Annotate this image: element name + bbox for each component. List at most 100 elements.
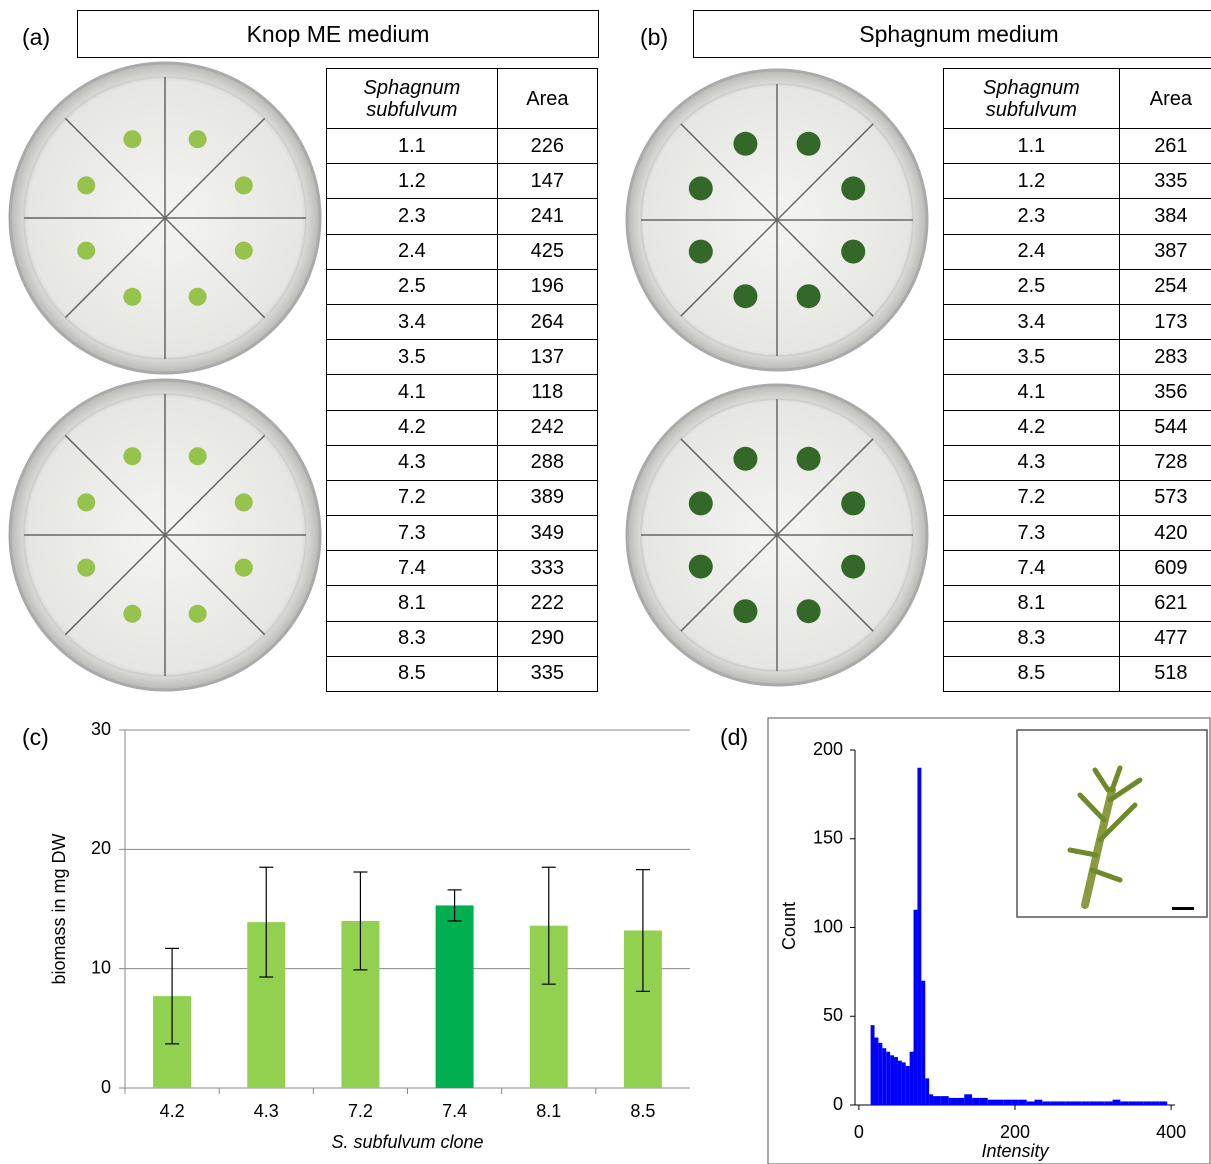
table-row: 7.4 609 — [943, 550, 1211, 587]
histogram-bar — [929, 1094, 934, 1105]
table-cell: 1.2 — [943, 163, 1120, 200]
table-row: 3.5 283 — [943, 339, 1211, 376]
table-row: 1.2 335 — [943, 163, 1211, 200]
sector-line — [64, 434, 266, 636]
table-row: 4.3 288 — [326, 444, 599, 481]
moss-colony — [77, 558, 96, 577]
table-row: 7.3 349 — [326, 515, 599, 552]
histogram-bar — [1159, 1101, 1168, 1105]
x-tick-label: 4.3 — [254, 1101, 279, 1121]
table-cell: 8.1 — [326, 585, 498, 622]
moss-colony — [688, 176, 713, 201]
moss-colony — [123, 604, 142, 623]
table-row: 2.5 254 — [943, 268, 1211, 305]
table-cell: 2.5 — [943, 268, 1120, 305]
table-cell: Area — [1118, 68, 1211, 129]
table-row: 2.5 196 — [326, 268, 599, 305]
table-cell: 349 — [496, 515, 599, 552]
table-cell: Area — [496, 68, 599, 129]
moss-colony — [188, 130, 207, 149]
table-cell: 387 — [1118, 233, 1211, 270]
moss-colony — [841, 176, 866, 201]
error-bar — [635, 869, 650, 992]
histogram-bar — [1135, 1101, 1144, 1105]
histogram-bar — [886, 1051, 891, 1105]
moss-colony — [841, 239, 866, 264]
histogram-bar — [890, 1055, 895, 1105]
histogram-bar — [1057, 1101, 1066, 1105]
table-row: 4.2 544 — [943, 409, 1211, 446]
table-cell: 389 — [496, 479, 599, 517]
moss-colony — [688, 554, 713, 579]
table-cell: 8.3 — [326, 620, 498, 657]
x-tick-label: 8.1 — [536, 1101, 561, 1121]
table-cell: 7.2 — [326, 479, 498, 517]
histogram-bar — [1065, 1101, 1074, 1105]
table-cell: 8.5 — [326, 655, 498, 693]
histogram-bar — [1018, 1099, 1027, 1105]
histogram-bar — [905, 1065, 910, 1105]
table-cell: 261 — [1118, 127, 1211, 165]
histogram-bar — [1143, 1101, 1152, 1105]
histogram-bar — [1003, 1099, 1012, 1105]
moss-colony — [796, 284, 821, 309]
moss-colony — [841, 554, 866, 579]
table-cell: 3.4 — [943, 303, 1120, 341]
moss-colony — [841, 491, 866, 516]
table-row: 3.5 137 — [326, 339, 599, 376]
x-tick-label: 7.2 — [348, 1101, 373, 1121]
table-cell: 1.2 — [326, 163, 498, 200]
moss-colony — [77, 176, 96, 195]
table-cell: 335 — [496, 655, 599, 693]
table-cell: 7.3 — [326, 515, 498, 552]
table-cell: 7.3 — [943, 515, 1120, 552]
table-cell: 3.5 — [943, 339, 1120, 376]
histogram-bar — [979, 1097, 988, 1105]
histogram-bar — [882, 1048, 887, 1105]
table-row: 8.3 290 — [326, 620, 599, 657]
table-cell: 4.3 — [943, 444, 1120, 481]
table-cell: 222 — [496, 585, 599, 622]
histogram-bar — [909, 1051, 914, 1105]
panel-label: (b) — [640, 24, 669, 50]
y-tick-label: 20 — [91, 838, 111, 858]
table-row: 7.4 333 — [326, 550, 599, 587]
area-table: Sphagnum subfulvum Area 1.1 226 1.2 147 2.3 241… — [326, 68, 599, 693]
x-axis-label: S. subfulvum clone — [331, 1132, 483, 1152]
table-row: 4.2 242 — [326, 409, 599, 446]
error-bar — [353, 871, 368, 971]
table-cell: 609 — [1118, 550, 1211, 587]
table-row: 1.1 226 — [326, 127, 599, 165]
x-axis-label: Intensity — [981, 1141, 1049, 1161]
histogram-bar — [1096, 1101, 1105, 1105]
x-tick-label: 200 — [1000, 1122, 1030, 1142]
histogram-bar — [933, 1096, 941, 1105]
histogram-bar — [1026, 1101, 1035, 1105]
table-cell: 7.4 — [943, 550, 1120, 587]
table-cell: 621 — [1118, 585, 1211, 622]
table-row: 7.3 420 — [943, 515, 1211, 552]
table-cell: 4.2 — [943, 409, 1120, 446]
table-cell: 573 — [1118, 479, 1211, 517]
table-row: 1.1 261 — [943, 127, 1211, 165]
table-cell: 1.1 — [326, 127, 498, 165]
bar — [435, 905, 474, 1088]
y-tick-label: 30 — [91, 719, 111, 739]
table-cell: 118 — [496, 374, 599, 411]
table-cell: 356 — [1118, 374, 1211, 411]
table-cell: 241 — [496, 198, 599, 235]
table-cell: 173 — [1118, 303, 1211, 341]
x-tick-label: 400 — [1156, 1122, 1186, 1142]
table-cell: 2.3 — [943, 198, 1120, 235]
histogram-bar — [1042, 1101, 1051, 1105]
table-cell: 242 — [496, 409, 599, 446]
y-tick-label: 100 — [813, 916, 843, 936]
panel-label: (a) — [22, 24, 51, 50]
table-cell: 420 — [1118, 515, 1211, 552]
table-cell: 8.1 — [943, 585, 1120, 622]
plate-photos — [8, 61, 929, 692]
table-cell: 226 — [496, 127, 599, 165]
table-row: 2.4 387 — [943, 233, 1211, 270]
histogram-bar — [948, 1097, 957, 1105]
